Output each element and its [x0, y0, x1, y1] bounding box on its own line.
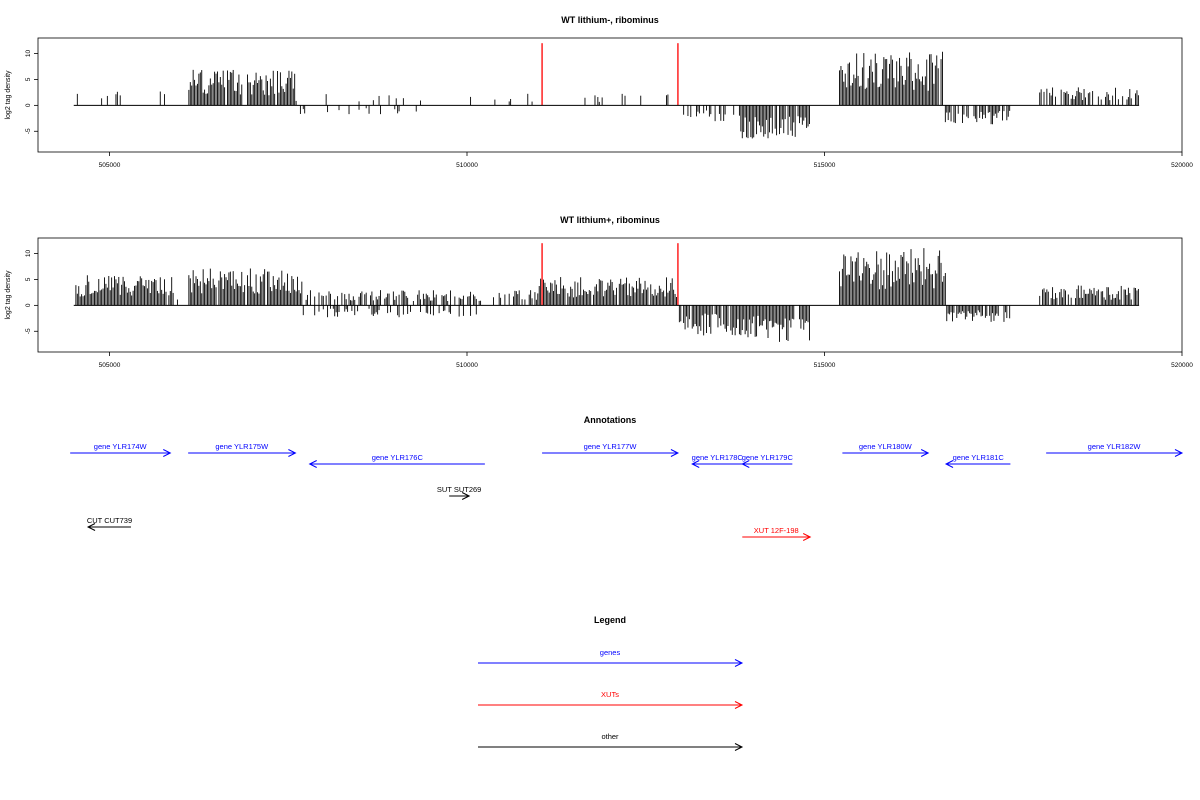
- signal-bars: [75, 248, 1139, 342]
- annotations-track: Annotations gene YLR174W gene YLR175Wgene…: [70, 415, 1184, 541]
- annotation-feature: gene YLR176C: [308, 453, 485, 468]
- x-tick-label: 510000: [456, 362, 478, 369]
- legend-label: XUTs: [601, 690, 619, 699]
- y-axis-label: log2 tag density: [5, 270, 12, 320]
- legend-label: other: [601, 732, 619, 741]
- annotation-feature: gene YLR175W: [188, 442, 297, 457]
- plot-frame: [37, 237, 1183, 353]
- feature-arrow-head: [802, 533, 812, 541]
- y-tick-label: -5: [25, 328, 32, 334]
- feature-label: gene YLR182W: [1088, 442, 1142, 451]
- annotation-feature: gene YLR177W: [542, 442, 680, 457]
- annotation-feature: gene YLR178C: [691, 453, 744, 468]
- legend-label: genes: [600, 648, 621, 657]
- annotation-features: gene YLR174W gene YLR175W gene YLR176C gene…: [70, 442, 1184, 541]
- legend-arrow-head: [734, 743, 744, 751]
- feature-label: CUT CUT739: [87, 516, 132, 525]
- y-tick-label: 5: [25, 277, 32, 281]
- x-tick-label: 520000: [1171, 362, 1193, 369]
- feature-arrow-head: [288, 449, 297, 457]
- annotation-feature: gene YLR179C: [741, 453, 794, 468]
- y-axis: -5 0 5 10: [25, 250, 38, 334]
- x-axis: 505000 510000 515000 520000: [99, 152, 1193, 169]
- x-axis: 505000 510000 515000 520000: [99, 352, 1193, 369]
- annotation-feature: gene YLR180W: [842, 442, 930, 457]
- feature-arrow-head: [1174, 449, 1184, 457]
- annotation-feature: CUT CUT739: [87, 516, 132, 531]
- y-tick-label: -5: [25, 128, 32, 134]
- y-tick-label: 0: [25, 103, 32, 107]
- feature-label: XUT 12F-198: [754, 526, 799, 535]
- panel-lithium-minus: WT lithium-, ribominus 505000 510000 51500…: [5, 15, 1193, 169]
- annotations-title: Annotations: [584, 415, 637, 425]
- x-tick-label: 520000: [1171, 162, 1193, 169]
- legend-arrow-head: [734, 701, 744, 709]
- feature-arrow-head: [944, 460, 954, 468]
- y-tick-label: 10: [25, 50, 32, 58]
- feature-arrow-head: [86, 523, 96, 531]
- annotation-feature: SUT SUT269: [437, 485, 481, 500]
- feature-arrow-head: [670, 449, 680, 457]
- feature-label: SUT SUT269: [437, 485, 481, 494]
- feature-label: gene YLR175W: [215, 442, 269, 451]
- feature-label: gene YLR177W: [584, 442, 638, 451]
- feature-label: gene YLR180W: [859, 442, 913, 451]
- legend-entry: other: [478, 732, 744, 751]
- panel-lithium-plus: WT lithium+, ribominus 505000 510000 51500…: [5, 215, 1193, 369]
- x-tick-label: 515000: [814, 162, 836, 169]
- annotation-feature: XUT 12F-198: [742, 526, 812, 541]
- legend-entry: XUTs: [478, 690, 744, 709]
- legend-arrow-head: [734, 659, 744, 667]
- y-axis-label: log2 tag density: [5, 70, 12, 120]
- y-axis: -5 0 5 10: [25, 50, 38, 134]
- legend-entries: genes XUTs other: [478, 648, 744, 751]
- feature-label: gene YLR178C: [692, 453, 744, 462]
- y-tick-label: 10: [25, 250, 32, 258]
- annotation-feature: gene YLR181C: [944, 453, 1011, 468]
- feature-label: gene YLR179C: [742, 453, 794, 462]
- feature-label: gene YLR181C: [953, 453, 1005, 462]
- panel-title: WT lithium-, ribominus: [561, 15, 659, 25]
- legend: Legend genes XUTs other: [478, 615, 744, 751]
- marker-lines: [541, 243, 679, 306]
- feature-arrow-head: [308, 460, 317, 468]
- annotation-feature: gene YLR174W: [70, 442, 172, 457]
- plot-frame: [37, 37, 1183, 153]
- marker-lines: [541, 43, 679, 106]
- feature-arrow-head: [741, 460, 750, 468]
- x-tick-label: 515000: [814, 362, 836, 369]
- signal-bars: [76, 51, 1139, 139]
- x-tick-label: 505000: [99, 162, 121, 169]
- x-tick-label: 510000: [456, 162, 478, 169]
- feature-label: gene YLR174W: [94, 442, 148, 451]
- y-tick-label: 5: [25, 77, 32, 81]
- legend-title: Legend: [594, 615, 626, 625]
- feature-arrow-head: [163, 449, 172, 457]
- y-tick-label: 0: [25, 303, 32, 307]
- feature-arrow-head: [461, 492, 471, 500]
- feature-arrow-head: [691, 460, 700, 468]
- annotation-feature: gene YLR182W: [1046, 442, 1184, 457]
- legend-entry: genes: [478, 648, 744, 667]
- panel-title: WT lithium+, ribominus: [560, 215, 660, 225]
- feature-label: gene YLR176C: [372, 453, 424, 462]
- feature-arrow-head: [920, 449, 930, 457]
- x-tick-label: 505000: [99, 362, 121, 369]
